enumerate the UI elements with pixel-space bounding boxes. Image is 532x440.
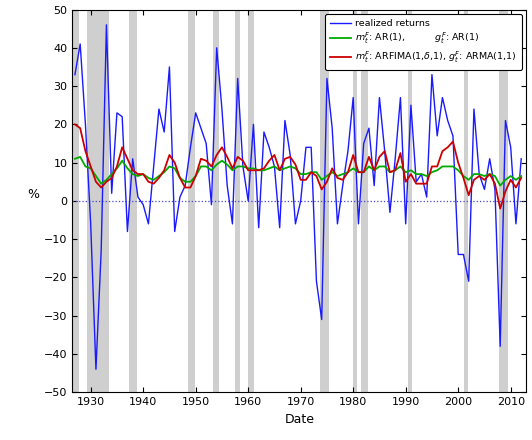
realized returns (98, 248, 104, 253)
Bar (213, 10, 219, 392)
Bar (188, 10, 195, 392)
realized returns (129, 156, 136, 161)
$m_t^F$: ARFIMA(1,$\delta$,1), $g_t^F$: ARMA(1,1): (1.93e+03, 20): ARFIMA(1,$\delta$,1), $g_t^F$: ARMA(1,1)… (72, 122, 78, 127)
$m_t^F$: ARFIMA(1,$\delta$,1), $g_t^F$: ARMA(1,1): (1.93e+03, 5): ARFIMA(1,$\delta$,1), $g_t^F$: ARMA(1,1)… (93, 179, 99, 184)
$m_t^F$: ARFIMA(1,$\delta$,1), $g_t^F$: ARMA(1,1): (2.01e+03, 6): ARFIMA(1,$\delta$,1), $g_t^F$: ARMA(1,1)… (518, 175, 525, 180)
Bar (464, 10, 468, 392)
realized returns (518, 156, 525, 161)
$m_t^F$: AR(1),          $g_t^F$: AR(1): (1.94e+03, 8.5): AR(1), $g_t^F$: AR(1): (1.94e+03, 8.5) (124, 166, 131, 171)
realized returns (103, 22, 110, 28)
Bar (248, 10, 254, 392)
$m_t^F$: ARFIMA(1,$\delta$,1), $g_t^F$: ARMA(1,1): (2e+03, 15.5): ARFIMA(1,$\delta$,1), $g_t^F$: ARMA(1,1)… (450, 139, 456, 144)
Bar (353, 10, 358, 392)
X-axis label: Date: Date (285, 413, 314, 425)
Bar (129, 10, 137, 392)
$m_t^F$: AR(1),          $g_t^F$: AR(1): (1.99e+03, 7): AR(1), $g_t^F$: AR(1): (1.99e+03, 7) (418, 172, 425, 177)
Line: realized returns: realized returns (75, 25, 521, 369)
$m_t^F$: ARFIMA(1,$\delta$,1), $g_t^F$: ARMA(1,1): (1.93e+03, 13): ARFIMA(1,$\delta$,1), $g_t^F$: ARMA(1,1)… (82, 149, 89, 154)
$m_t^F$: ARFIMA(1,$\delta$,1), $g_t^F$: ARMA(1,1): (2.01e+03, -2): ARFIMA(1,$\delta$,1), $g_t^F$: ARMA(1,1)… (497, 206, 503, 211)
$m_t^F$: AR(1),          $g_t^F$: AR(1): (2e+03, 8): AR(1), $g_t^F$: AR(1): (2e+03, 8) (455, 168, 461, 173)
$m_t^F$: AR(1),          $g_t^F$: AR(1): (1.93e+03, 4.5): AR(1), $g_t^F$: AR(1): (1.93e+03, 4.5) (98, 181, 104, 186)
realized returns (297, 198, 304, 204)
Line: $m_t^F$: AR(1),          $g_t^F$: AR(1): $m_t^F$: AR(1), $g_t^F$: AR(1) (75, 157, 521, 186)
Bar (87, 10, 109, 392)
$m_t^F$: AR(1),          $g_t^F$: AR(1): (1.97e+03, 8.5): AR(1), $g_t^F$: AR(1): (1.97e+03, 8.5) (292, 166, 298, 171)
realized returns (460, 252, 467, 257)
$m_t^F$: AR(1),          $g_t^F$: AR(1): (1.93e+03, 11.5): AR(1), $g_t^F$: AR(1): (1.93e+03, 11.5) (77, 154, 84, 160)
Y-axis label: %: % (27, 188, 39, 201)
Bar (408, 10, 412, 392)
Line: $m_t^F$: ARFIMA(1,$\delta$,1), $g_t^F$: ARMA(1,1): $m_t^F$: ARFIMA(1,$\delta$,1), $g_t^F$: … (75, 125, 521, 209)
Bar (73, 10, 79, 392)
realized returns (423, 194, 430, 200)
realized returns (72, 72, 78, 77)
$m_t^F$: ARFIMA(1,$\delta$,1), $g_t^F$: ARMA(1,1): (1.94e+03, 14): ARFIMA(1,$\delta$,1), $g_t^F$: ARMA(1,1)… (119, 145, 126, 150)
$m_t^F$: ARFIMA(1,$\delta$,1), $g_t^F$: ARMA(1,1): (1.99e+03, 4.5): ARFIMA(1,$\delta$,1), $g_t^F$: ARMA(1,1)… (413, 181, 419, 186)
Bar (499, 10, 508, 392)
Bar (235, 10, 240, 392)
Bar (361, 10, 369, 392)
$m_t^F$: ARFIMA(1,$\delta$,1), $g_t^F$: ARMA(1,1): (1.97e+03, 11.5): ARFIMA(1,$\delta$,1), $g_t^F$: ARMA(1,1)… (287, 154, 293, 160)
$m_t^F$: AR(1),          $g_t^F$: AR(1): (2.01e+03, 6.5): AR(1), $g_t^F$: AR(1): (2.01e+03, 6.5) (518, 173, 525, 179)
realized returns (82, 122, 89, 127)
Legend: realized returns, $m_t^F$: AR(1),          $g_t^F$: AR(1), $m_t^F$: ARFIMA(1,$\d: realized returns, $m_t^F$: AR(1), $g_t^F… (325, 14, 522, 70)
$m_t^F$: AR(1),          $g_t^F$: AR(1): (2.01e+03, 4): AR(1), $g_t^F$: AR(1): (2.01e+03, 4) (497, 183, 503, 188)
realized returns (93, 367, 99, 372)
$m_t^F$: AR(1),          $g_t^F$: AR(1): (1.93e+03, 8.5): AR(1), $g_t^F$: AR(1): (1.93e+03, 8.5) (87, 166, 94, 171)
Bar (320, 10, 329, 392)
$m_t^F$: AR(1),          $g_t^F$: AR(1): (1.93e+03, 11): AR(1), $g_t^F$: AR(1): (1.93e+03, 11) (72, 156, 78, 161)
